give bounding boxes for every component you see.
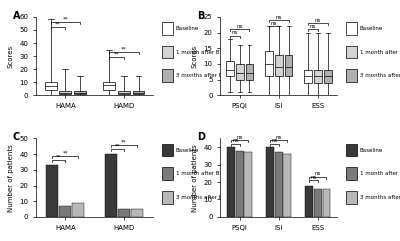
PathPatch shape [74, 91, 86, 94]
Text: 3 months after BTX-A: 3 months after BTX-A [176, 73, 234, 78]
Bar [59, 206, 71, 217]
PathPatch shape [60, 91, 71, 94]
FancyBboxPatch shape [162, 46, 173, 59]
Text: ns: ns [232, 30, 238, 35]
Text: 1 month after BTX-A: 1 month after BTX-A [176, 171, 232, 176]
Text: 1 month after BTX-A: 1 month after BTX-A [176, 50, 232, 55]
FancyBboxPatch shape [162, 22, 173, 35]
Text: **: ** [62, 17, 68, 22]
PathPatch shape [133, 91, 144, 94]
PathPatch shape [236, 64, 244, 80]
Text: **: ** [56, 155, 62, 160]
Text: Baseline: Baseline [360, 148, 383, 153]
Text: ns: ns [271, 21, 277, 26]
Text: ns: ns [310, 24, 316, 29]
Text: ns: ns [232, 138, 239, 143]
Text: ns: ns [236, 24, 243, 29]
Text: ns: ns [276, 15, 282, 20]
Text: Baseline: Baseline [176, 26, 199, 31]
Text: A: A [12, 11, 20, 20]
PathPatch shape [45, 82, 56, 90]
Bar [305, 186, 313, 217]
Bar [118, 209, 130, 217]
PathPatch shape [103, 82, 115, 90]
FancyBboxPatch shape [346, 22, 357, 35]
Bar [105, 154, 117, 217]
PathPatch shape [314, 70, 322, 83]
PathPatch shape [226, 61, 234, 76]
Text: Baseline: Baseline [176, 148, 199, 153]
Text: D: D [197, 132, 205, 142]
Text: **: ** [121, 47, 127, 52]
Y-axis label: Scores: Scores [8, 45, 14, 68]
Text: **: ** [114, 52, 119, 57]
Bar [131, 209, 143, 217]
Text: **: ** [121, 139, 127, 144]
Bar [275, 152, 283, 217]
Bar [162, 167, 173, 180]
FancyBboxPatch shape [162, 69, 173, 82]
Text: 3 months after BTX-A: 3 months after BTX-A [176, 195, 234, 200]
PathPatch shape [324, 70, 332, 83]
Bar [244, 152, 252, 217]
Text: **: ** [115, 144, 120, 149]
Bar [162, 191, 173, 204]
Bar [284, 154, 291, 217]
Text: Baseline: Baseline [360, 26, 383, 31]
Bar [162, 144, 173, 156]
Text: C: C [12, 132, 20, 142]
Y-axis label: Scores: Scores [192, 45, 198, 68]
Bar [266, 147, 274, 217]
Text: ns: ns [271, 138, 278, 143]
Text: ns: ns [310, 175, 317, 180]
Bar [72, 203, 84, 217]
Bar [46, 165, 58, 217]
Bar [346, 167, 357, 180]
Text: 1 month after BTX-A: 1 month after BTX-A [360, 50, 400, 55]
Bar [346, 144, 357, 156]
PathPatch shape [285, 54, 292, 76]
PathPatch shape [304, 70, 312, 83]
PathPatch shape [265, 51, 273, 76]
PathPatch shape [118, 91, 130, 94]
Bar [346, 191, 357, 204]
PathPatch shape [246, 64, 253, 80]
Text: **: ** [62, 150, 68, 155]
Text: 3 months after BTX-A: 3 months after BTX-A [360, 195, 400, 200]
Text: 1 month after BTX-A: 1 month after BTX-A [360, 171, 400, 176]
Text: ns: ns [315, 18, 321, 23]
Text: **: ** [55, 22, 61, 27]
Text: ns: ns [276, 135, 282, 140]
Y-axis label: Number of patients: Number of patients [192, 144, 198, 212]
Bar [236, 151, 244, 217]
Y-axis label: Number of patients: Number of patients [8, 144, 14, 212]
Bar [227, 147, 235, 217]
Text: 3 months after BTX-A: 3 months after BTX-A [360, 73, 400, 78]
Bar [322, 189, 330, 217]
PathPatch shape [275, 54, 283, 76]
FancyBboxPatch shape [346, 69, 357, 82]
FancyBboxPatch shape [346, 46, 357, 59]
Bar [314, 189, 322, 217]
Text: ns: ns [315, 171, 321, 176]
Text: B: B [197, 11, 204, 20]
Text: ns: ns [236, 135, 243, 140]
